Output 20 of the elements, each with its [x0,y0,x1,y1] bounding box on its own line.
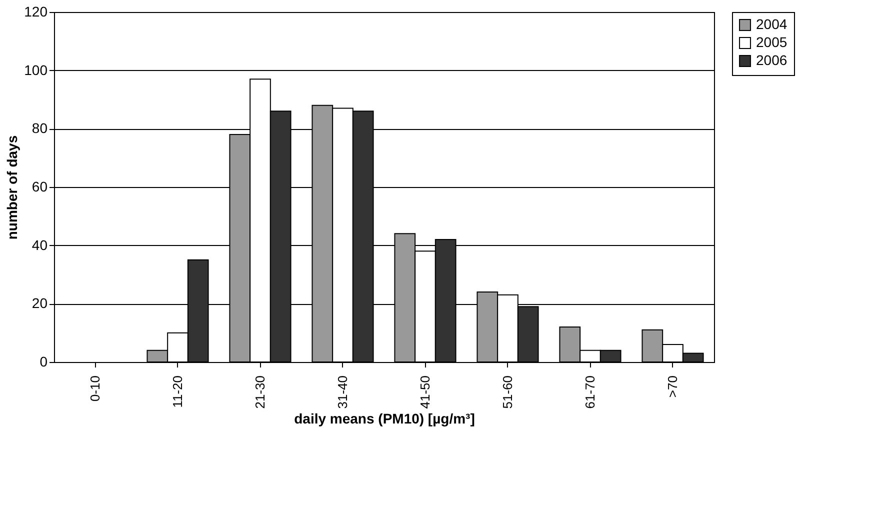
y-tick-label: 40 [32,236,48,253]
x-tick-label: 11-20 [170,376,185,408]
y-tick-label: 80 [32,120,48,136]
legend-label: 2004 [756,16,788,32]
y-tick-label: 0 [40,354,48,370]
legend-label: 2006 [756,52,788,68]
y-axis-title: number of days [4,135,20,240]
x-tick-label: 61-70 [582,376,598,409]
legend-label: 2005 [756,34,788,50]
x-tick-label: 41-50 [417,376,432,409]
x-axis-title: daily means (PM10) [µg/m³] [294,410,475,427]
y-tick-label: 60 [32,178,48,194]
x-tick-label: 31-40 [334,376,350,409]
y-tick-label: 100 [24,62,48,78]
x-tick-label: 0-10 [87,376,102,402]
x-tick-label: 21-30 [252,376,268,409]
y-tick-label: 120 [24,4,48,20]
x-tick-label: >70 [664,376,680,398]
y-tick-label: 20 [32,295,48,312]
x-tick-label: 51-60 [500,376,515,409]
